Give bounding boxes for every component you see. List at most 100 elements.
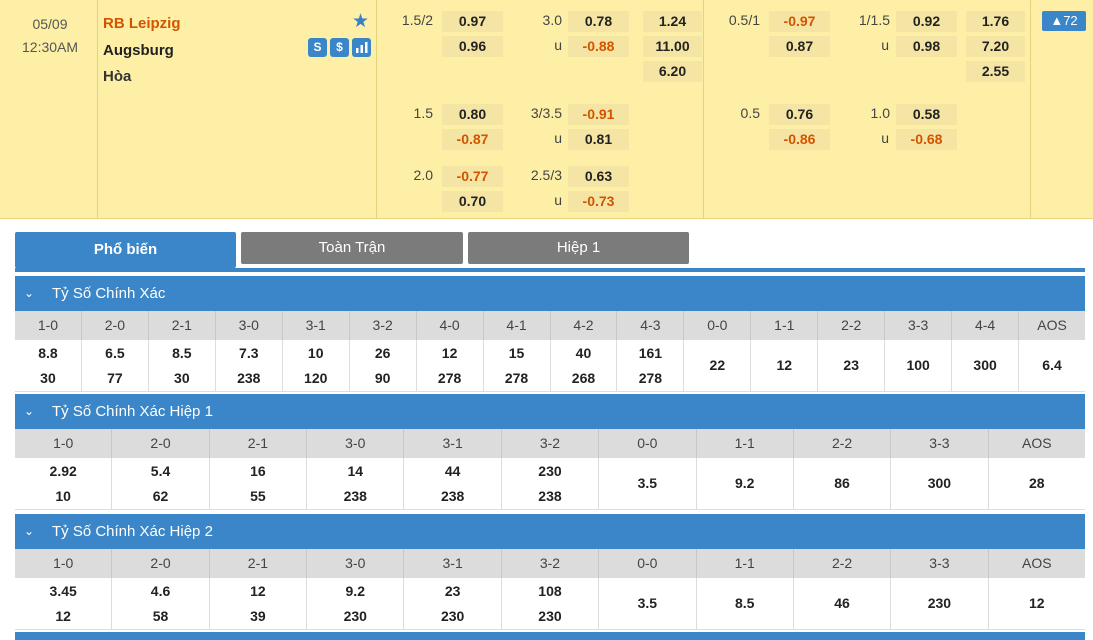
odds-value-alt[interactable]: 230	[538, 607, 562, 624]
score-odds-cell[interactable]: 16 55	[210, 458, 308, 509]
odds-value[interactable]: 9.2	[734, 475, 755, 491]
stats-s-icon[interactable]: S	[308, 38, 327, 57]
odds-cell[interactable]: 7.20	[966, 36, 1025, 57]
odds-value[interactable]: 3.5	[637, 475, 658, 491]
score-odds-cell[interactable]: 12	[751, 340, 819, 391]
odds-cell[interactable]: 0.76	[769, 104, 830, 125]
odds-value-alt[interactable]: 238	[237, 369, 261, 386]
odds-value[interactable]: 300	[927, 475, 952, 491]
chevron-down-icon[interactable]: ⌄	[24, 286, 35, 300]
odds-value[interactable]: 108	[538, 582, 562, 599]
odds-value[interactable]: 23	[444, 582, 461, 599]
score-odds-cell[interactable]: 23 230	[404, 578, 502, 629]
odds-value-alt[interactable]: 58	[152, 607, 169, 624]
more-markets-button[interactable]: ▲72	[1042, 11, 1086, 31]
score-odds-cell[interactable]: 22	[684, 340, 752, 391]
odds-value-alt[interactable]: 238	[538, 487, 562, 504]
score-odds-cell[interactable]: 26 90	[350, 340, 417, 391]
odds-value[interactable]: 8.5	[172, 344, 192, 361]
score-odds-cell[interactable]: 300	[891, 458, 989, 509]
odds-cell[interactable]: -0.87	[442, 129, 503, 150]
odds-value[interactable]: 10	[307, 344, 324, 361]
section-header[interactable]: ⌄ Tỷ Số Chính Xác	[15, 276, 1085, 311]
odds-value[interactable]: 28	[1028, 475, 1045, 491]
score-odds-cell[interactable]: 28	[989, 458, 1085, 509]
odds-cell[interactable]: 0.87	[769, 36, 830, 57]
odds-cell[interactable]: 0.97	[442, 11, 503, 32]
odds-value-alt[interactable]: 62	[152, 487, 169, 504]
score-odds-cell[interactable]: 10 120	[283, 340, 350, 391]
odds-cell[interactable]: 0.78	[568, 11, 629, 32]
odds-value[interactable]: 22	[709, 357, 726, 373]
section-header[interactable]: ⌄ Tỷ Số Chính Xác Hiệp 1	[15, 394, 1085, 429]
odds-value-alt[interactable]: 238	[440, 487, 465, 504]
score-odds-cell[interactable]: 6.5 77	[82, 340, 149, 391]
odds-value[interactable]: 9.2	[345, 582, 365, 599]
odds-value[interactable]: 12	[250, 582, 266, 599]
section-header[interactable]: ⌄ Tỷ Số Chính Xác Hiệp 2	[15, 514, 1085, 549]
odds-value[interactable]: 40	[575, 344, 592, 361]
score-odds-cell[interactable]: 40 268	[551, 340, 618, 391]
score-odds-cell[interactable]: 108 230	[502, 578, 600, 629]
odds-value-alt[interactable]: 278	[437, 369, 462, 386]
odds-value-alt[interactable]: 120	[304, 369, 328, 386]
score-odds-cell[interactable]: 8.5	[697, 578, 794, 629]
odds-value-alt[interactable]: 278	[638, 369, 663, 386]
score-odds-cell[interactable]: 230	[891, 578, 989, 629]
score-odds-cell[interactable]: 100	[885, 340, 953, 391]
odds-cell[interactable]: 2.55	[966, 61, 1025, 82]
odds-value-alt[interactable]: 268	[571, 369, 596, 386]
chevron-down-icon[interactable]: ⌄	[24, 524, 35, 538]
odds-value[interactable]: 3.5	[637, 595, 658, 611]
odds-value[interactable]: 12	[1028, 595, 1045, 611]
odds-cell[interactable]: 0.96	[442, 36, 503, 57]
odds-value[interactable]: 46	[834, 595, 850, 611]
odds-value-alt[interactable]: 12	[55, 607, 71, 624]
odds-value[interactable]: 5.4	[150, 462, 171, 479]
odds-value[interactable]: 44	[444, 462, 461, 479]
score-odds-cell[interactable]: 8.8 30	[15, 340, 82, 391]
next-section-bar[interactable]	[15, 632, 1085, 640]
bar-chart-icon[interactable]	[352, 38, 371, 57]
odds-value-alt[interactable]: 30	[40, 369, 56, 386]
odds-value[interactable]: 230	[538, 462, 562, 479]
score-odds-cell[interactable]: 9.2	[697, 458, 794, 509]
score-odds-cell[interactable]: 161 278	[617, 340, 685, 391]
odds-value[interactable]: 7.3	[239, 344, 259, 361]
odds-cell[interactable]: -0.77	[442, 166, 503, 187]
odds-value[interactable]: 16	[250, 462, 266, 479]
score-odds-cell[interactable]: 44 238	[404, 458, 502, 509]
odds-value[interactable]: 12	[441, 344, 458, 361]
odds-value-alt[interactable]: 39	[250, 607, 266, 624]
odds-value[interactable]: 26	[374, 344, 391, 361]
odds-cell[interactable]: -0.91	[568, 104, 629, 125]
score-odds-cell[interactable]: 7.3 238	[216, 340, 283, 391]
score-odds-cell[interactable]: 12 39	[210, 578, 308, 629]
odds-value[interactable]: 6.4	[1042, 357, 1062, 373]
odds-value[interactable]: 8.8	[38, 344, 58, 361]
score-odds-cell[interactable]: 9.2 230	[307, 578, 405, 629]
odds-value[interactable]: 4.6	[150, 582, 171, 599]
odds-value[interactable]: 23	[843, 357, 859, 373]
tab-full-match[interactable]: Toàn Trận	[241, 232, 463, 264]
score-odds-cell[interactable]: 300	[952, 340, 1020, 391]
odds-value-alt[interactable]: 278	[504, 369, 529, 386]
odds-cell[interactable]: 0.81	[568, 129, 629, 150]
odds-cell[interactable]: 0.63	[568, 166, 629, 187]
odds-value[interactable]: 3.45	[49, 582, 77, 599]
odds-value-alt[interactable]: 77	[107, 369, 123, 386]
star-icon[interactable]: ★	[352, 11, 370, 32]
odds-cell[interactable]: -0.73	[568, 191, 629, 212]
home-team[interactable]: RB Leipzig	[103, 15, 181, 32]
score-odds-cell[interactable]: 3.45 12	[15, 578, 113, 629]
score-odds-cell[interactable]: 23	[818, 340, 886, 391]
odds-value[interactable]: 300	[973, 357, 997, 373]
odds-value[interactable]: 230	[927, 595, 952, 611]
odds-cell[interactable]: -0.88	[568, 36, 629, 57]
score-odds-cell[interactable]: 3.5	[599, 458, 697, 509]
score-odds-cell[interactable]: 6.4	[1019, 340, 1085, 391]
odds-value-alt[interactable]: 90	[374, 369, 391, 386]
dollar-icon[interactable]: $	[330, 38, 349, 57]
score-odds-cell[interactable]: 230 238	[502, 458, 600, 509]
odds-cell[interactable]: -0.68	[896, 129, 957, 150]
